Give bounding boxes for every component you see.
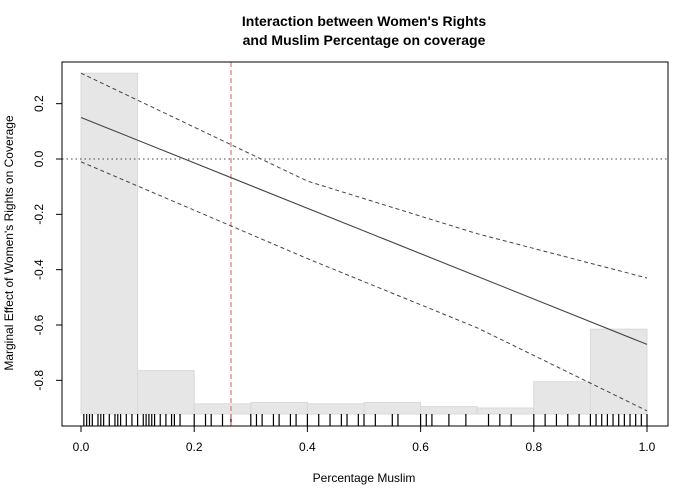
y-axis: -0.8 -0.6 -0.4 -0.2 0.0 0.2 — [32, 95, 63, 391]
ci-lower-line — [80, 161, 648, 412]
x-tick-label: 0.0 — [73, 440, 90, 454]
x-tick-label: 0.8 — [525, 440, 542, 454]
ci-upper-line — [80, 72, 648, 279]
chart-title-line1: Interaction between Women's Rights — [242, 13, 486, 29]
y-tick-label: 0.2 — [32, 95, 46, 112]
histogram-bar — [420, 406, 478, 415]
histogram-bar — [250, 401, 308, 415]
histogram-bar — [137, 370, 195, 415]
histogram-bar — [193, 403, 252, 415]
x-tick-label: 0.2 — [186, 440, 203, 454]
y-tick-label: 0.0 — [32, 150, 46, 167]
histogram-bar — [80, 72, 139, 415]
histogram-bar — [533, 381, 591, 415]
x-tick-label: 0.6 — [412, 440, 429, 454]
marginal-effect-line — [80, 116, 648, 345]
histogram-bar — [306, 403, 365, 415]
y-tick-label: -0.8 — [32, 370, 46, 391]
x-axis: 0.0 0.2 0.4 0.6 0.8 1.0 — [73, 425, 656, 454]
y-axis-label: Marginal Effect of Women's Rights on Cov… — [2, 115, 16, 371]
histogram-bar — [476, 407, 535, 415]
y-tick-label: -0.2 — [32, 204, 46, 225]
x-tick-label: 0.4 — [299, 440, 316, 454]
histogram — [80, 72, 648, 415]
histogram-bar — [589, 328, 648, 415]
rug-plot — [83, 414, 648, 426]
x-axis-label: Percentage Muslim — [313, 471, 416, 485]
x-tick-label: 1.0 — [639, 440, 656, 454]
histogram-bar — [363, 401, 422, 415]
chart-title-line2: and Muslim Percentage on coverage — [243, 32, 486, 48]
plot-lines — [62, 62, 668, 426]
y-tick-label: -0.4 — [32, 259, 46, 280]
y-tick-label: -0.6 — [32, 314, 46, 335]
